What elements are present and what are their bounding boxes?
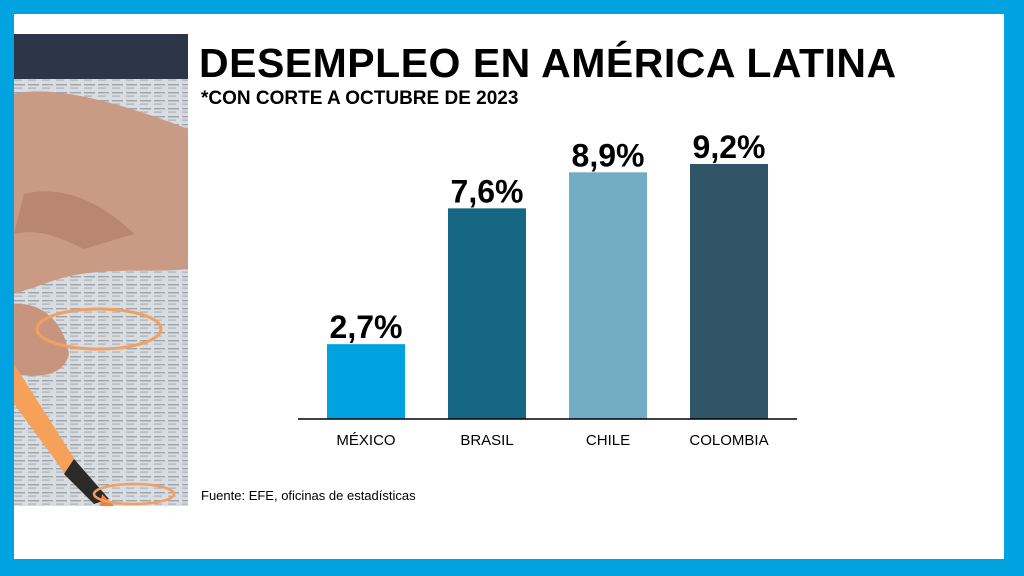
- value-label-mexico: 2,7%: [330, 309, 403, 345]
- bar-colombia: [690, 164, 768, 419]
- chart-subtitle: *CON CORTE A OCTUBRE DE 2023: [201, 88, 519, 109]
- chart-card: DESEMPLEO EN AMÉRICA LATINA *CON CORTE A…: [14, 14, 1004, 559]
- value-label-brasil: 7,6%: [451, 173, 524, 209]
- bar-brasil: [448, 208, 526, 419]
- value-label-colombia: 9,2%: [693, 129, 766, 165]
- source-note: Fuente: EFE, oficinas de estadísticas: [201, 488, 416, 503]
- category-label-brasil: BRASIL: [460, 432, 513, 449]
- newspaper-photo: [14, 34, 188, 506]
- value-labels-group: 2,7% 7,6% 8,9% 9,2%: [330, 129, 766, 345]
- chart-title: DESEMPLEO EN AMÉRICA LATINA: [199, 40, 897, 86]
- category-labels-group: MÉXICO BRASIL CHILE COLOMBIA: [336, 432, 768, 449]
- bar-mexico: [327, 344, 405, 419]
- hand-highlighter-photo-icon: [14, 34, 188, 506]
- bars-group: [327, 164, 768, 419]
- bar-chart: 2,7% 7,6% 8,9% 9,2% MÉXICO BRASIL CHILE COLOMB…: [298, 129, 797, 449]
- bar-chile: [569, 172, 647, 419]
- category-label-mexico: MÉXICO: [336, 432, 395, 449]
- category-label-colombia: COLOMBIA: [689, 432, 768, 449]
- value-label-chile: 8,9%: [572, 137, 645, 173]
- category-label-chile: CHILE: [586, 432, 630, 449]
